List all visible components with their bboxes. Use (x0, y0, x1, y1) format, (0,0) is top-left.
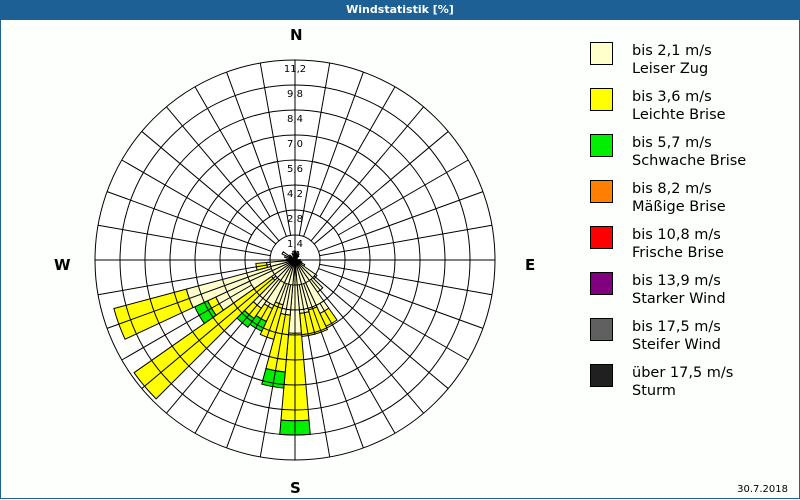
legend-swatch (590, 272, 613, 295)
radial-tick-label: 8,4 (287, 114, 303, 125)
radial-tick-label: 5,6 (287, 164, 303, 175)
legend-label: Leichte Brise (632, 107, 726, 123)
compass-west: W (54, 256, 71, 274)
radial-tick-label: 1,4 (287, 239, 303, 250)
radial-tick-label: 7,0 (287, 139, 303, 150)
legend-range: bis 17,5 m/s (632, 319, 721, 335)
legend-label: Schwache Brise (632, 153, 747, 169)
legend-swatch (590, 134, 613, 157)
radial-tick-label: 4,2 (287, 189, 303, 200)
legend-label: Sturm (632, 383, 676, 399)
legend-label: Starker Wind (632, 291, 726, 307)
radial-tick-label: 9,8 (287, 89, 303, 100)
legend-label: Steifer Wind (632, 337, 721, 353)
legend-swatch (590, 88, 613, 111)
legend-range: bis 13,9 m/s (632, 273, 721, 289)
legend-label: Leiser Zug (632, 61, 709, 77)
legend-swatch (590, 226, 613, 249)
compass-north: N (290, 26, 303, 44)
compass-east: E (525, 256, 536, 274)
date-stamp: 30.7.2018 (737, 484, 788, 495)
legend-swatch (590, 364, 613, 387)
legend-label: Frische Brise (632, 245, 724, 261)
radial-tick-labels: 1,4 2,8 4,2 5,6 7,0 8,4 9,8 11,2 (284, 64, 306, 250)
legend-swatch (590, 42, 613, 65)
legend-range: über 17,5 m/s (632, 365, 734, 381)
legend-range: bis 8,2 m/s (632, 181, 712, 197)
legend-range: bis 5,7 m/s (632, 135, 712, 151)
radial-tick-label: 11,2 (284, 64, 306, 75)
legend-swatch (590, 318, 613, 341)
compass-south: S (290, 479, 301, 497)
legend-range: bis 10,8 m/s (632, 227, 721, 243)
wedge-segment (261, 368, 286, 389)
radial-tick-label: 2,8 (287, 214, 303, 225)
legend-label: Mäßige Brise (632, 199, 726, 215)
chart-title: Windstatistik [%] (0, 0, 800, 20)
wedge-segment (259, 301, 284, 340)
wind-rose-grid (94, 59, 496, 461)
legend-range: bis 2,1 m/s (632, 43, 712, 59)
legend-range: bis 3,6 m/s (632, 89, 712, 105)
legend-swatch (590, 180, 613, 203)
